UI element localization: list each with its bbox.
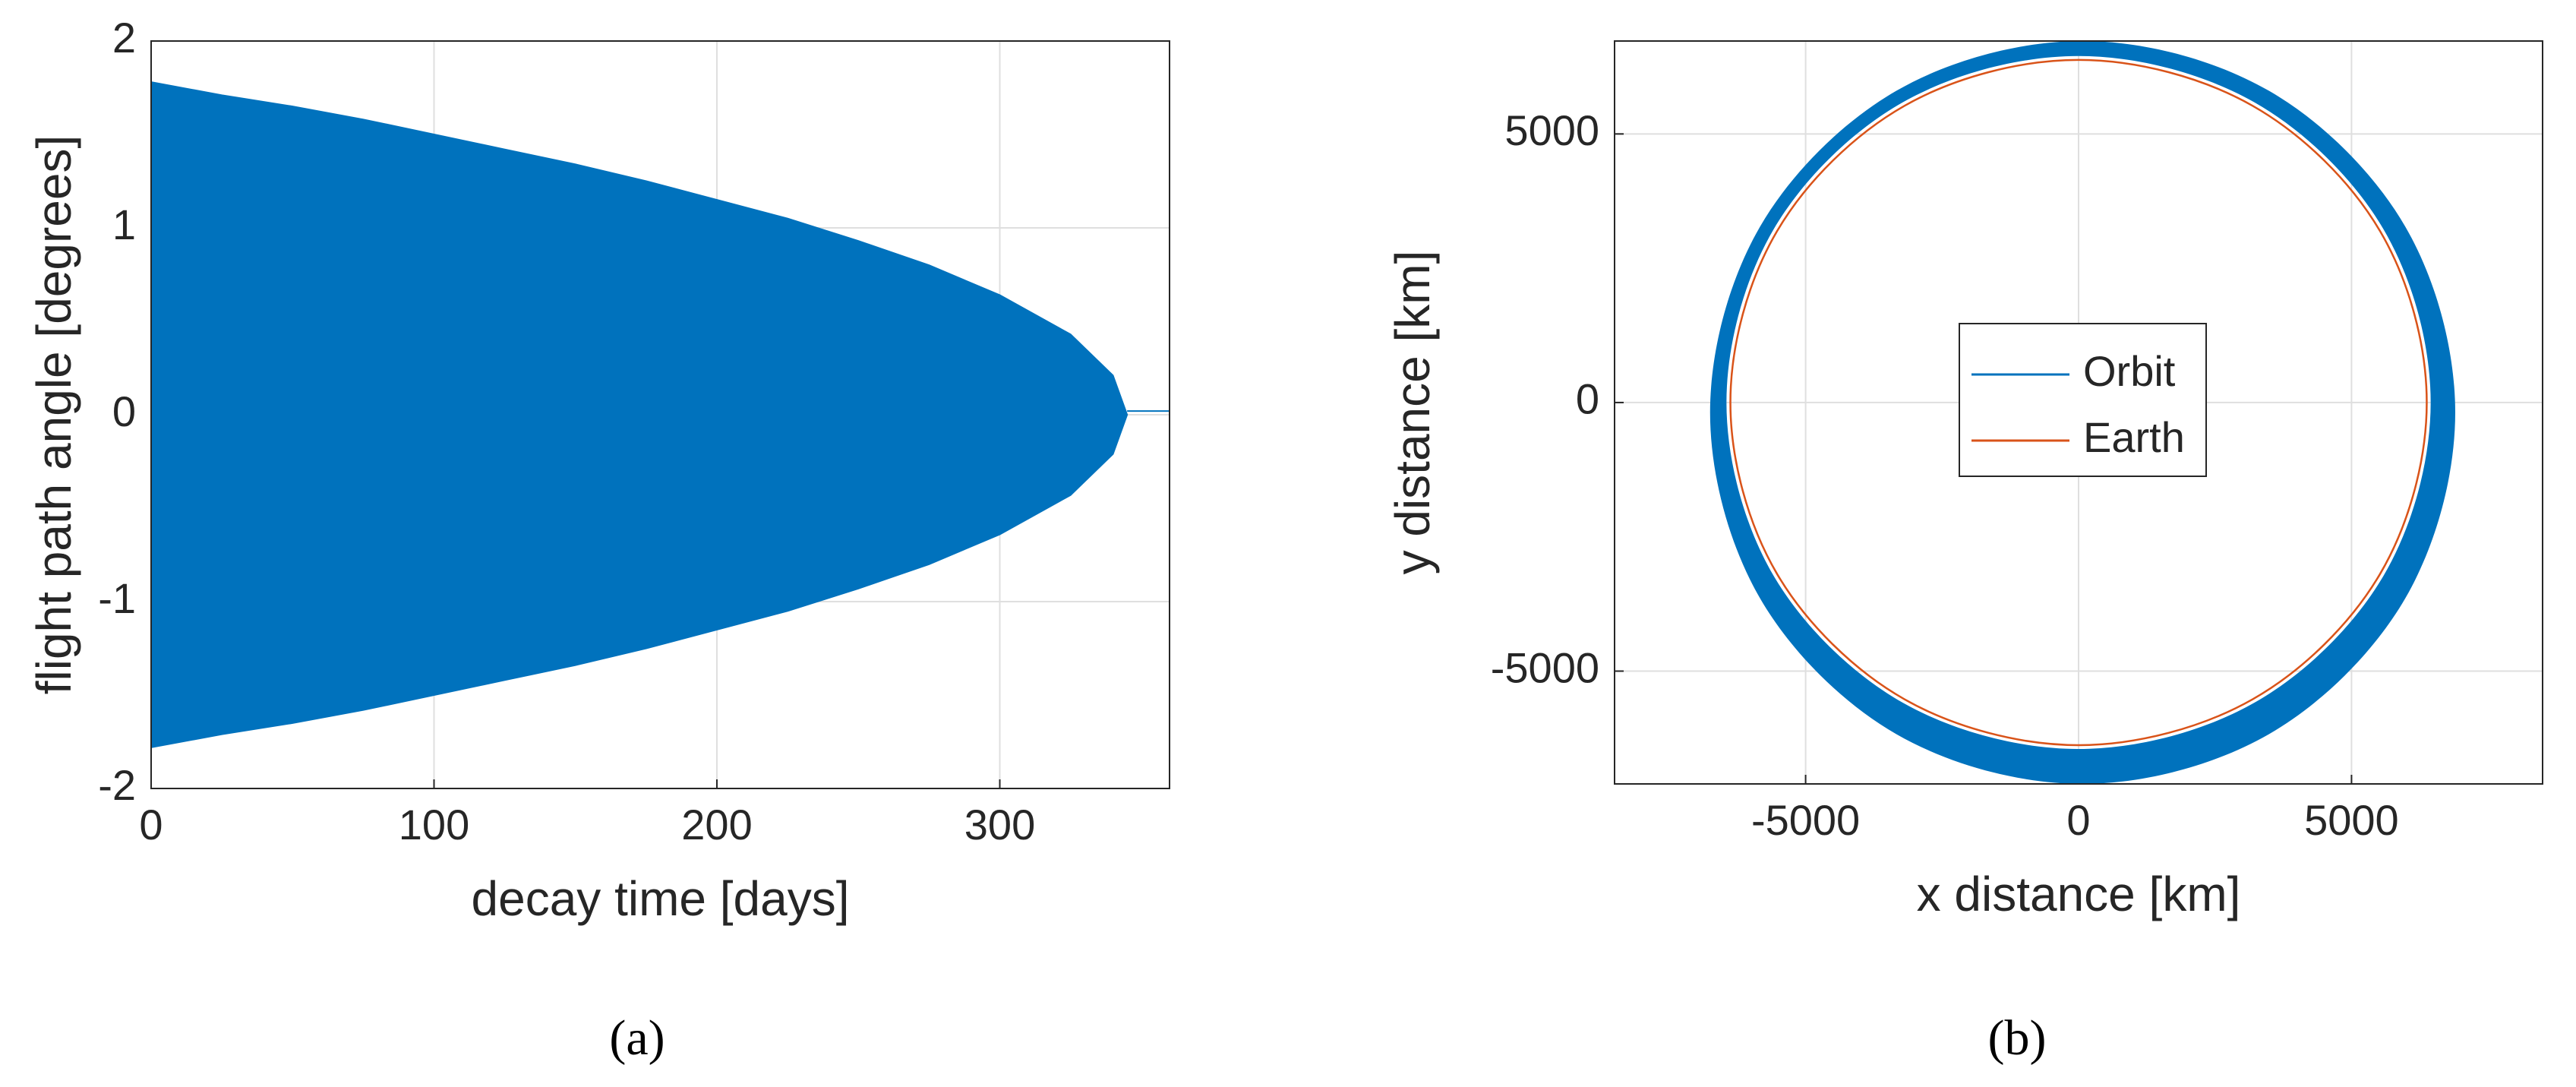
- x-tick-label: 5000: [2304, 796, 2399, 844]
- y-tick-label: -1: [98, 574, 136, 622]
- x-tick-label: 0: [2066, 796, 2090, 844]
- axes-frame: [150, 40, 1170, 789]
- legend-label: Earth: [2083, 413, 2185, 461]
- caption: (b): [1988, 1010, 2047, 1066]
- y-tick-label: 2: [112, 14, 136, 62]
- y-tick-label: 0: [1576, 375, 1599, 423]
- y-tick-label: 1: [112, 201, 136, 248]
- earth-circle: [1729, 58, 2428, 747]
- plot: -5000 0 5000 -5000 0 5000 Orbit Earth x distance…: [1385, 40, 2543, 1066]
- x-axis-label: x distance [km]: [1917, 867, 2241, 921]
- x-axis-label: decay time [days]: [472, 871, 850, 926]
- y-tick-label: 5000: [1504, 106, 1599, 154]
- caption: (a): [609, 1010, 665, 1066]
- x-tick-label: -5000: [1751, 796, 1860, 844]
- marks: [151, 81, 1170, 748]
- x-tick-label: 100: [399, 801, 469, 848]
- legend-label: Orbit: [2083, 347, 2176, 395]
- y-tick-label: 0: [112, 387, 136, 435]
- axes-frame: [1614, 40, 2543, 785]
- y-tick-label: -5000: [1491, 643, 1599, 691]
- marks: [1709, 41, 2455, 784]
- y-axis-label: flight path angle [degrees]: [27, 135, 81, 695]
- x-tick-label: 200: [681, 801, 752, 848]
- legend-box: [1959, 323, 2207, 477]
- y-tick-label: -2: [98, 761, 136, 809]
- angle-envelope: [151, 81, 1129, 748]
- y-axis-label: y distance [km]: [1385, 251, 1440, 575]
- x-tick-label: 0: [139, 801, 163, 848]
- x-tick-label: 300: [964, 801, 1035, 848]
- plot: 0 100 200 300 -2 -1 0 1 2 decay time [days] flight…: [27, 14, 1170, 1066]
